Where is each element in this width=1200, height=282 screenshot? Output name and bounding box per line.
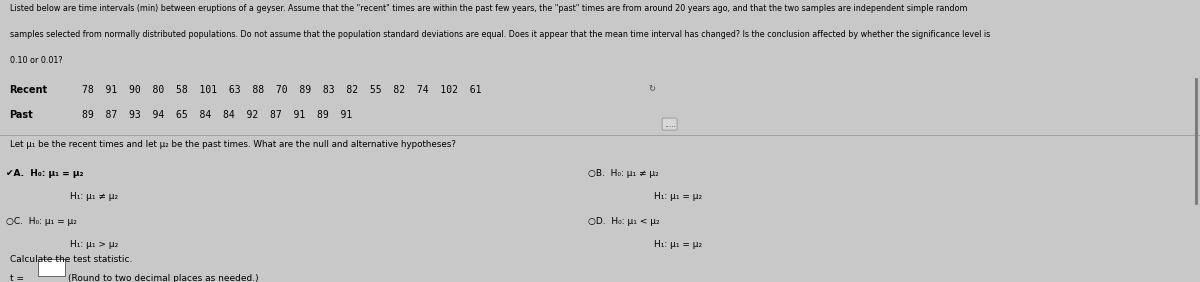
Text: ✔A.  H₀: μ₁ = μ₂: ✔A. H₀: μ₁ = μ₂ xyxy=(6,169,84,178)
Text: H₁: μ₁ = μ₂: H₁: μ₁ = μ₂ xyxy=(654,240,702,249)
Text: H₁: μ₁ > μ₂: H₁: μ₁ > μ₂ xyxy=(70,240,118,249)
Text: Listed below are time intervals (min) between eruptions of a geyser. Assume that: Listed below are time intervals (min) be… xyxy=(10,4,967,13)
Text: .....: ..... xyxy=(664,120,676,129)
FancyBboxPatch shape xyxy=(38,259,65,276)
Text: Calculate the test statistic.: Calculate the test statistic. xyxy=(10,255,132,264)
Text: ○C.  H₀: μ₁ = μ₂: ○C. H₀: μ₁ = μ₂ xyxy=(6,217,77,226)
Text: 0.10 or 0.01?: 0.10 or 0.01? xyxy=(10,56,62,65)
Text: Let μ₁ be the recent times and let μ₂ be the past times. What are the null and a: Let μ₁ be the recent times and let μ₂ be… xyxy=(10,140,456,149)
Text: 78  91  90  80  58  101  63  88  70  89  83  82  55  82  74  102  61: 78 91 90 80 58 101 63 88 70 89 83 82 55 … xyxy=(82,85,481,94)
Text: 89  87  93  94  65  84  84  92  87  91  89  91: 89 87 93 94 65 84 84 92 87 91 89 91 xyxy=(82,110,352,120)
Text: (Round to two decimal places as needed.): (Round to two decimal places as needed.) xyxy=(68,274,259,282)
Text: ○B.  H₀: μ₁ ≠ μ₂: ○B. H₀: μ₁ ≠ μ₂ xyxy=(588,169,659,178)
Text: H₁: μ₁ ≠ μ₂: H₁: μ₁ ≠ μ₂ xyxy=(70,192,118,201)
Text: ○D.  H₀: μ₁ < μ₂: ○D. H₀: μ₁ < μ₂ xyxy=(588,217,660,226)
Text: ↻: ↻ xyxy=(648,85,655,94)
Text: H₁: μ₁ = μ₂: H₁: μ₁ = μ₂ xyxy=(654,192,702,201)
Text: t =: t = xyxy=(10,274,24,282)
Text: Recent: Recent xyxy=(10,85,48,94)
Text: Past: Past xyxy=(10,110,34,120)
Text: samples selected from normally distributed populations. Do not assume that the p: samples selected from normally distribut… xyxy=(10,30,990,39)
